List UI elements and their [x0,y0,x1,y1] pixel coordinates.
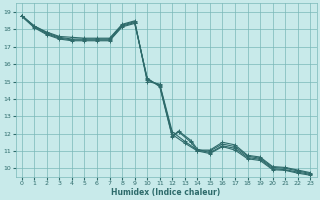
X-axis label: Humidex (Indice chaleur): Humidex (Indice chaleur) [111,188,221,197]
